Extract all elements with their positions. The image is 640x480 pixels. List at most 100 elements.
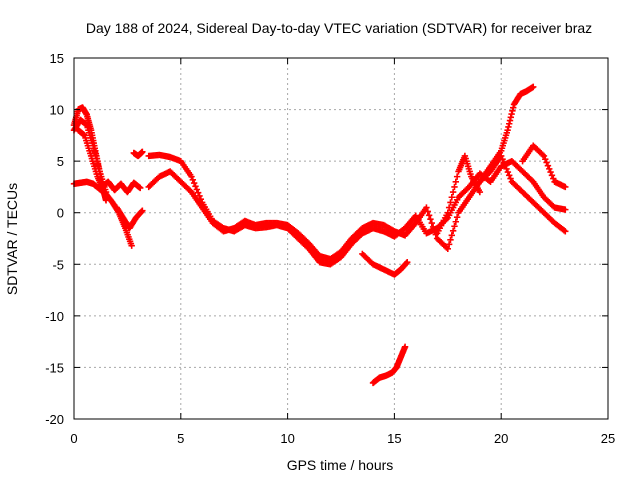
data-point bbox=[540, 152, 548, 160]
data-point bbox=[196, 192, 203, 200]
data-point bbox=[476, 188, 484, 196]
data-point bbox=[451, 183, 458, 191]
data-point bbox=[94, 161, 102, 169]
data-point bbox=[444, 245, 451, 253]
data-point bbox=[139, 148, 146, 156]
data-point bbox=[401, 343, 409, 350]
y-tick-label: 0 bbox=[57, 206, 64, 221]
data-point bbox=[137, 184, 144, 192]
data-point bbox=[449, 188, 457, 196]
x-tick-label: 15 bbox=[387, 431, 401, 446]
grid bbox=[74, 58, 608, 419]
data-point bbox=[188, 173, 195, 180]
y-tick-label: -15 bbox=[45, 360, 64, 375]
data-point bbox=[138, 208, 145, 215]
data-point bbox=[403, 259, 410, 267]
data-point bbox=[444, 209, 451, 216]
data-point bbox=[543, 159, 550, 166]
series-outlier-low bbox=[369, 343, 409, 387]
series-late-tail bbox=[519, 142, 569, 191]
data-point bbox=[451, 223, 458, 230]
data-point bbox=[192, 183, 199, 190]
data-point bbox=[453, 173, 461, 180]
data-point bbox=[90, 142, 97, 149]
data-point bbox=[447, 199, 454, 206]
data-point bbox=[504, 127, 511, 134]
data-point bbox=[508, 110, 515, 118]
data-point bbox=[424, 208, 431, 215]
y-tick-label: 15 bbox=[50, 51, 64, 66]
data-point bbox=[530, 83, 537, 91]
data-point bbox=[500, 159, 508, 166]
data-point bbox=[190, 179, 198, 187]
x-axis-label: GPS time / hours bbox=[287, 457, 394, 473]
plot-points bbox=[70, 83, 569, 387]
series-late-rise bbox=[476, 83, 537, 185]
y-axis-label: SDTVAR / TECUs bbox=[4, 183, 20, 295]
y-tick-label: -20 bbox=[45, 412, 64, 427]
chart-title: Day 188 of 2024, Sidereal Day-to-day VTE… bbox=[86, 20, 592, 36]
data-point bbox=[447, 236, 454, 243]
data-point bbox=[510, 104, 517, 111]
data-point bbox=[445, 204, 453, 211]
y-tick-labels: -20 -15 -10 -5 0 5 10 15 bbox=[45, 51, 64, 427]
axis-ticks bbox=[73, 57, 609, 420]
x-tick-labels: 0 5 10 15 20 25 bbox=[70, 431, 615, 446]
x-tick-label: 5 bbox=[177, 431, 184, 446]
data-point bbox=[445, 241, 453, 248]
data-point bbox=[504, 168, 512, 176]
data-point bbox=[502, 162, 509, 169]
series-late-mid bbox=[433, 152, 484, 237]
x-tick-label: 10 bbox=[280, 431, 294, 446]
data-point bbox=[509, 107, 516, 115]
plot-frame bbox=[73, 57, 609, 420]
data-point bbox=[499, 156, 506, 163]
series-early-dip bbox=[113, 204, 146, 232]
data-point bbox=[550, 175, 557, 182]
data-point bbox=[193, 186, 201, 193]
y-tick-label: 5 bbox=[57, 154, 64, 169]
data-point bbox=[453, 214, 461, 221]
data-point bbox=[423, 204, 430, 211]
data-point bbox=[547, 168, 554, 176]
data-point bbox=[562, 183, 569, 191]
x-tick-label: 25 bbox=[601, 431, 615, 446]
data-point bbox=[189, 176, 197, 184]
data-point bbox=[542, 156, 549, 163]
x-tick-label: 0 bbox=[70, 431, 77, 446]
data-point bbox=[427, 215, 434, 223]
data-point bbox=[425, 212, 433, 219]
data-point bbox=[448, 194, 456, 201]
y-tick-label: 10 bbox=[50, 103, 64, 118]
data-point bbox=[139, 207, 146, 214]
data-point bbox=[128, 242, 135, 249]
data-point bbox=[562, 228, 569, 235]
series-main-b bbox=[145, 152, 569, 263]
data-point bbox=[506, 120, 513, 127]
data-point bbox=[452, 218, 460, 225]
data-point bbox=[503, 165, 510, 173]
series-early-hump bbox=[98, 178, 144, 196]
y-tick-label: -5 bbox=[52, 257, 64, 272]
y-tick-label: -10 bbox=[45, 309, 64, 324]
data-point bbox=[505, 123, 512, 131]
data-point bbox=[562, 206, 569, 213]
data-point bbox=[429, 223, 437, 231]
data-point bbox=[452, 178, 460, 185]
series-pre5-dots bbox=[130, 148, 146, 160]
data-point bbox=[449, 227, 457, 234]
data-point bbox=[544, 162, 552, 169]
data-point bbox=[507, 114, 515, 121]
data-point bbox=[91, 148, 99, 156]
series-mid-dip bbox=[359, 250, 411, 278]
data-point bbox=[194, 189, 202, 196]
data-point bbox=[506, 117, 514, 124]
data-point bbox=[428, 219, 435, 227]
data-point bbox=[506, 172, 513, 179]
data-point bbox=[404, 259, 411, 266]
data-point bbox=[507, 175, 514, 182]
data-point bbox=[546, 165, 553, 173]
data-point bbox=[448, 232, 456, 239]
x-tick-label: 20 bbox=[494, 431, 508, 446]
